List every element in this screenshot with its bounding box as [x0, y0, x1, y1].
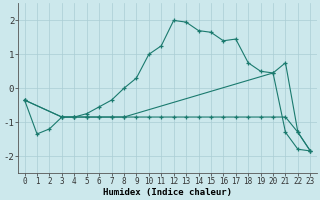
- X-axis label: Humidex (Indice chaleur): Humidex (Indice chaleur): [103, 188, 232, 197]
